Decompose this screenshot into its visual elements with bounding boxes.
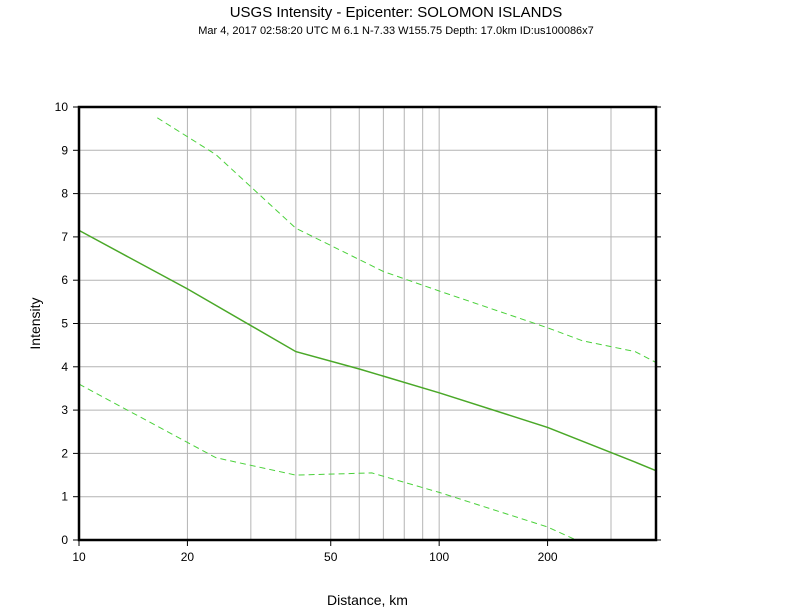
x-tick-label: 200 — [538, 550, 558, 564]
y-tick-label: 4 — [61, 360, 68, 374]
x-tick-label: 20 — [181, 550, 195, 564]
series-lines — [78, 117, 657, 541]
y-tick-label: 9 — [61, 143, 68, 157]
y-tick-label: 1 — [61, 490, 68, 504]
y-tick-label: 8 — [61, 187, 68, 201]
series-line-dashed — [78, 383, 577, 541]
y-tick-label: 2 — [61, 446, 68, 460]
y-tick-label: 6 — [61, 273, 68, 287]
y-tick-label: 7 — [61, 230, 68, 244]
chart-title: USGS Intensity - Epicenter: SOLOMON ISLA… — [229, 4, 563, 21]
x-axis-label: Distance, km — [327, 592, 408, 608]
x-tick-label: 50 — [324, 550, 338, 564]
y-tick-label: 3 — [61, 403, 68, 417]
x-tick-label: 10 — [72, 550, 86, 564]
axis-ticks: 0 1 2 3 4 5 6 7 8 9 10 10 20 50 100 200 — [55, 100, 661, 564]
y-tick-label: 0 — [61, 533, 68, 547]
series-line-dashed — [157, 117, 657, 363]
y-axis-label: Intensity — [27, 297, 43, 349]
series-line-solid — [78, 229, 657, 472]
y-tick-label: 5 — [61, 317, 68, 331]
grid-lines — [79, 106, 656, 541]
x-tick-label: 100 — [429, 550, 449, 564]
chart-subtitle: Mar 4, 2017 02:58:20 UTC M 6.1 N-7.33 W1… — [198, 25, 594, 37]
y-tick-label: 10 — [55, 100, 69, 114]
